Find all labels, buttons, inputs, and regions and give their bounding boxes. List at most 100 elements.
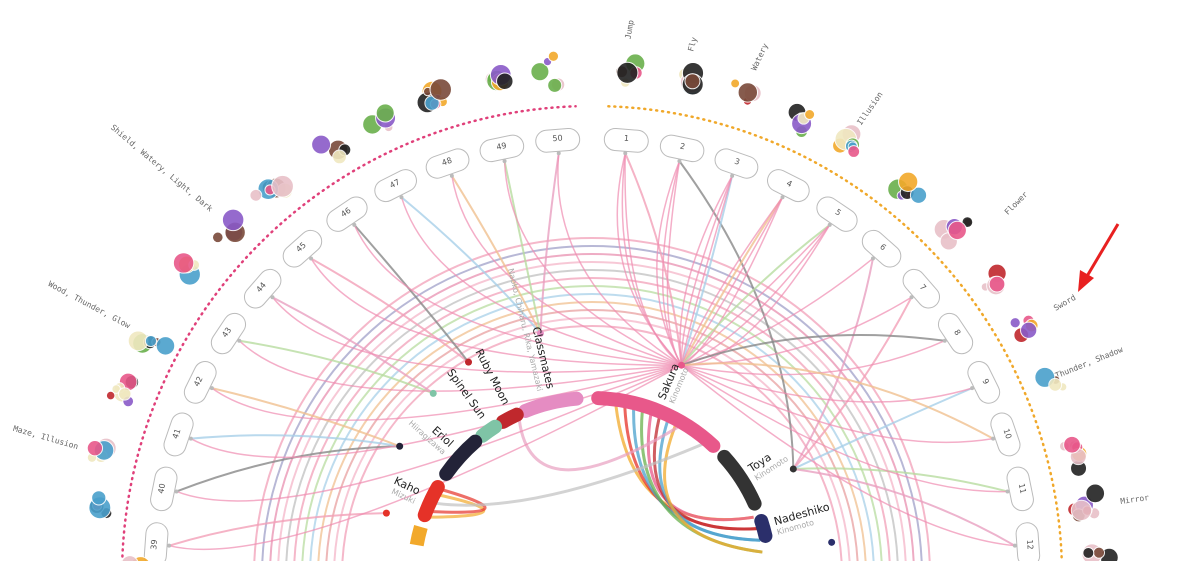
card-icon: [898, 171, 919, 192]
chapter-number: 11: [1017, 483, 1028, 495]
chapter-link: [621, 153, 682, 366]
character-node: [396, 442, 404, 450]
chapter-link: [310, 258, 682, 366]
card-icon: [909, 186, 928, 204]
character-arc: [409, 525, 428, 547]
card-icon: [211, 231, 224, 244]
chapter-dot: [1012, 543, 1017, 548]
card-icon: [684, 73, 701, 90]
card-icon: [530, 62, 550, 82]
chapter: 48: [425, 148, 470, 179]
chapter-dot: [270, 295, 275, 300]
chapter-link: [539, 153, 560, 334]
chapter-box: [425, 148, 470, 179]
chapter-number: 5: [833, 207, 842, 217]
bg-arc: [301, 285, 883, 561]
chapter-link: [793, 467, 1008, 493]
bg-arc: [269, 253, 915, 561]
chapter-box: [326, 196, 368, 232]
card-icon: [429, 78, 452, 101]
chapter-link: [680, 175, 733, 366]
character-arcs: [409, 391, 773, 547]
chapter-link: [271, 296, 682, 373]
character-arc: [518, 391, 584, 418]
character-arc: [496, 407, 524, 429]
chapter-link: [451, 175, 542, 334]
chapter-link: [272, 296, 434, 395]
chapter-dot: [167, 543, 172, 548]
chapter-box: [163, 412, 194, 457]
chapter-number: 40: [156, 483, 167, 495]
chapter-link: [503, 160, 542, 334]
card-icon: [847, 145, 861, 158]
chapter-link: [400, 196, 542, 335]
chapter: 47: [374, 169, 417, 203]
chapter-link: [680, 175, 733, 366]
chapter-dot: [780, 195, 785, 200]
chapter-number: 48: [441, 156, 454, 168]
chapter-box: [603, 127, 649, 153]
chapter: 11: [1006, 466, 1034, 512]
card-icon: [271, 174, 294, 198]
chapter-number: 47: [388, 178, 401, 191]
bg-arc: [253, 237, 931, 561]
chapter-link: [211, 364, 682, 421]
card-icon: [121, 555, 139, 561]
bg-arc: [293, 277, 891, 561]
chapter-number: 42: [192, 375, 205, 388]
card-icon: [988, 275, 1006, 293]
chapter-link: [168, 512, 387, 547]
chapter-dot: [399, 195, 404, 200]
links: [168, 152, 1016, 561]
card-icon: [1085, 483, 1106, 504]
chapter-link: [680, 175, 734, 366]
chapter-dot: [1005, 489, 1010, 494]
chapter-number: 2: [679, 142, 686, 152]
chapter-number: 39: [149, 539, 159, 550]
card-icon: [737, 82, 759, 103]
card-icon: [249, 188, 263, 202]
chapter-dot: [827, 222, 832, 227]
card-icon: [105, 390, 116, 401]
card-label: Flower: [1003, 190, 1030, 217]
chapter-link: [792, 296, 913, 470]
character-node: [536, 329, 544, 337]
character-arc: [591, 391, 721, 453]
card-icon: [86, 440, 104, 457]
chapter-link: [557, 153, 682, 366]
chapter-dot: [942, 338, 947, 343]
character-arc: [754, 513, 773, 543]
chapter-link: [792, 387, 973, 470]
chapter-link: [680, 224, 831, 366]
card-icon: [144, 334, 158, 348]
chapter-dot: [870, 256, 875, 261]
chapter-link: [678, 160, 795, 469]
chapter-number: 6: [878, 242, 888, 252]
chapter-number: 10: [1001, 428, 1013, 441]
chapter-dot: [623, 151, 628, 156]
chapter-link: [168, 364, 682, 551]
chapter-link: [792, 258, 874, 470]
chapter-dot: [209, 386, 214, 391]
chapter-box: [967, 361, 1001, 404]
chapter-dot: [730, 173, 735, 178]
card-icon: [547, 50, 560, 62]
character-arc: [417, 480, 445, 523]
card-label: Watery: [750, 42, 770, 72]
card-icon: [804, 108, 816, 120]
chapter-dot: [352, 222, 357, 227]
chapter-link: [353, 224, 470, 363]
chapter-dot: [909, 295, 914, 300]
chapter-link: [353, 224, 682, 366]
card-label: Thunder, Shadow: [1054, 345, 1125, 380]
card-icon: [155, 336, 176, 356]
arrow-head: [1078, 270, 1094, 292]
chapter-number: 8: [952, 328, 962, 337]
chapter-dot: [556, 151, 561, 156]
chapter: 10: [990, 412, 1021, 457]
chapter-dot: [991, 436, 996, 441]
